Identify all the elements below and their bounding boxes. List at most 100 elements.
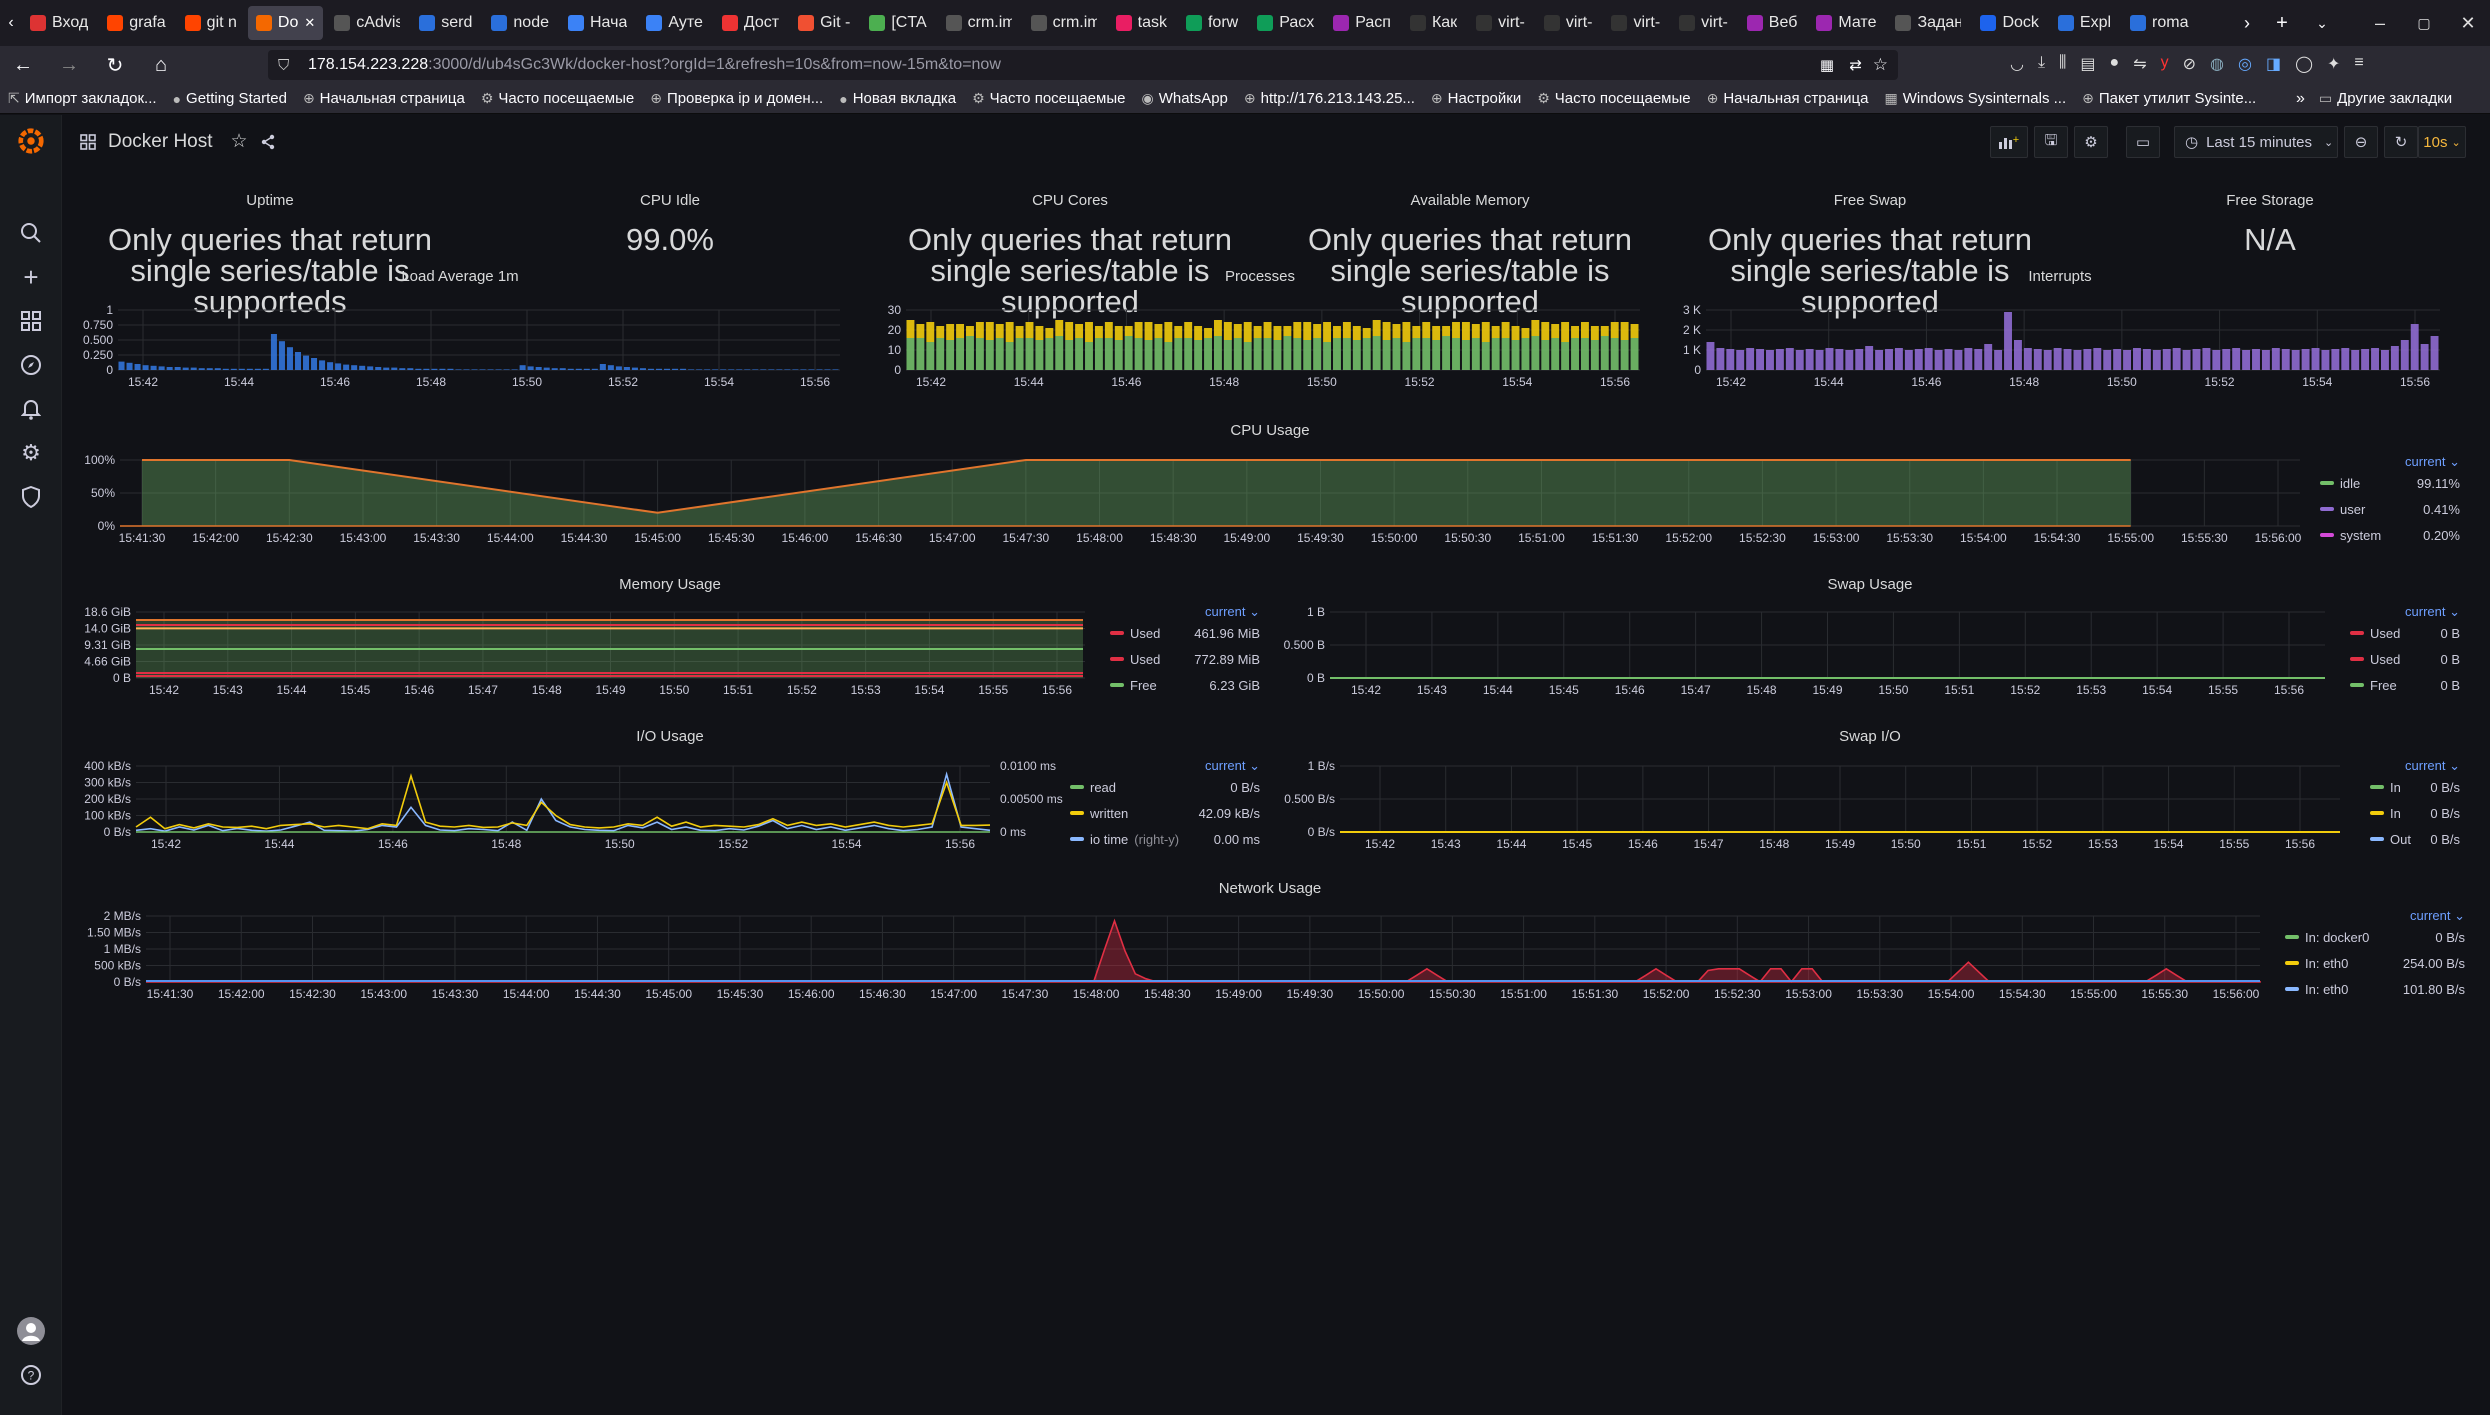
browser-tab[interactable]: Expl bbox=[2050, 6, 2119, 40]
browser-tab[interactable]: Мате bbox=[1808, 6, 1884, 40]
tab-list-icon[interactable]: ⌄ bbox=[2316, 14, 2328, 31]
time-picker-button[interactable]: ◷ Last 15 minutes ⌄ bbox=[2174, 126, 2338, 158]
browser-tab[interactable]: task bbox=[1108, 6, 1175, 40]
qr-icon[interactable]: ▦ bbox=[1819, 57, 1834, 74]
browser-tab[interactable]: Do ✕ bbox=[247, 6, 324, 40]
browser-tab[interactable]: [CTA bbox=[861, 6, 934, 40]
bookmark-item[interactable]: ● Getting Started bbox=[165, 90, 295, 107]
tab-scroll-left-icon[interactable]: ‹ bbox=[8, 14, 14, 31]
interrupts-panel[interactable]: Interrupts 3 K 2 K 1 K 0 15:42 15:44 15:46 15:4… bbox=[1670, 262, 2450, 394]
configuration-gear-icon[interactable]: ⚙ bbox=[21, 440, 41, 465]
legend-item[interactable]: Used 461.96 MiB bbox=[1110, 620, 1260, 646]
browser-tab[interactable]: cAdviso bbox=[326, 6, 408, 40]
legend-item[interactable]: In: eth0 101.80 B/s bbox=[2285, 976, 2465, 1002]
yandex-icon[interactable]: y bbox=[2160, 54, 2169, 71]
dashboard-settings-button[interactable]: ⚙ bbox=[2074, 126, 2108, 158]
download-icon[interactable]: ⤓ bbox=[2037, 54, 2046, 71]
bookmarks-overflow-icon[interactable]: » bbox=[2296, 89, 2305, 107]
stat-panel-free-storage[interactable]: Free Storage N/A bbox=[2070, 186, 2470, 306]
tab-scroll-right-icon[interactable]: › bbox=[2244, 12, 2250, 33]
bookmark-item[interactable]: ⊕ http://176.213.143.25... bbox=[1236, 90, 1423, 107]
legend-header[interactable]: current ⌄ bbox=[1205, 604, 1260, 619]
add-panel-button[interactable]: + bbox=[1990, 126, 2028, 158]
bookmark-item[interactable]: ⊕ Пакет утилит Sysinte... bbox=[2074, 90, 2264, 107]
browser-tab[interactable]: Расх bbox=[1249, 6, 1322, 40]
save-dashboard-button[interactable]: 🖫 bbox=[2034, 126, 2068, 158]
legend-item[interactable]: user 0.41% bbox=[2320, 496, 2460, 522]
legend-item[interactable]: system 0.20% bbox=[2320, 522, 2460, 548]
legend-header[interactable]: current ⌄ bbox=[2405, 758, 2460, 773]
extensions-icon[interactable]: ✦ bbox=[2327, 56, 2341, 73]
refresh-interval-picker[interactable]: 10s ⌄ bbox=[2418, 126, 2466, 158]
legend-item[interactable]: Used 0 B bbox=[2350, 620, 2460, 646]
forward-icon[interactable]: → bbox=[59, 53, 79, 76]
legend-item[interactable]: Out 0 B/s bbox=[2370, 826, 2460, 852]
bookmark-item[interactable]: ⚙ Часто посещаемые bbox=[964, 90, 1133, 107]
io-usage-panel[interactable]: I/O Usage 400 kB/s 300 kB/s 200 kB/s 100 kB… bbox=[70, 722, 1270, 862]
browser-tab[interactable]: crm.ima bbox=[1023, 6, 1105, 40]
stat-panel-cpu-cores[interactable]: CPU Cores Only queries that return single… bbox=[870, 186, 1270, 317]
help-icon[interactable]: ? bbox=[17, 1361, 45, 1389]
other-bookmarks[interactable]: ▭ Другие закладки bbox=[2318, 90, 2453, 107]
pocket-icon[interactable]: ◡ bbox=[2010, 56, 2024, 73]
create-plus-icon[interactable]: + bbox=[23, 261, 39, 292]
legend-header[interactable]: current ⌄ bbox=[2410, 908, 2465, 923]
star-icon[interactable]: ☆ bbox=[230, 131, 248, 152]
browser-tab[interactable]: Задани bbox=[1887, 6, 1969, 40]
browser-tab[interactable]: crm.ima bbox=[938, 6, 1020, 40]
translate-icon[interactable]: ⇄ bbox=[1849, 57, 1862, 74]
server-admin-shield-icon[interactable] bbox=[17, 483, 45, 511]
search-icon[interactable] bbox=[17, 219, 45, 247]
translate-ext-icon[interactable]: ◨ bbox=[2265, 56, 2282, 73]
legend-item[interactable]: idle 99.11% bbox=[2320, 470, 2460, 496]
bookmark-item[interactable]: ⚙ Часто посещаемые bbox=[473, 90, 642, 107]
stat-panel-uptime[interactable]: Uptime Only queries that return single se… bbox=[70, 186, 470, 317]
legend-item[interactable]: Free 0 B bbox=[2350, 672, 2460, 698]
dashboards-icon[interactable] bbox=[17, 307, 45, 335]
bookmark-star-icon[interactable]: ☆ bbox=[1872, 55, 1888, 74]
bookmark-item[interactable]: ● Новая вкладка bbox=[831, 90, 964, 107]
extension-sync-icon[interactable]: ⇋ bbox=[2133, 56, 2147, 73]
bookmark-item[interactable]: ◉ WhatsApp bbox=[1133, 90, 1235, 107]
browser-tab[interactable]: virt- bbox=[1603, 6, 1668, 40]
legend-item[interactable]: Free 6.23 GiB bbox=[1110, 672, 1260, 698]
browser-tab[interactable]: Dock bbox=[1972, 6, 2046, 40]
close-tab-icon[interactable]: ✕ bbox=[304, 15, 316, 30]
bookmark-item[interactable]: ⚙ Часто посещаемые bbox=[1529, 90, 1698, 107]
browser-tab[interactable]: node bbox=[483, 6, 557, 40]
tv-mode-button[interactable]: ▭ bbox=[2126, 126, 2160, 158]
browser-tab[interactable]: grafa bbox=[99, 6, 173, 40]
bookmark-item[interactable]: ⊕ Начальная страница bbox=[1699, 90, 1877, 107]
network-usage-panel[interactable]: Network Usage 2 MB/s 1.50 MB/s 1 MB/s 500 k… bbox=[70, 874, 2470, 1014]
library-icon[interactable]: ⫼ bbox=[2059, 54, 2067, 71]
minimize-icon[interactable]: – bbox=[2374, 12, 2385, 33]
back-icon[interactable]: ← bbox=[13, 53, 33, 76]
legend-header[interactable]: current ⌄ bbox=[2405, 604, 2460, 619]
browser-tab[interactable]: Нача bbox=[560, 6, 635, 40]
browser-tab[interactable]: roma bbox=[2122, 6, 2196, 40]
bookmark-item[interactable]: ⊕ Проверка ip и домен... bbox=[642, 90, 831, 107]
bookmark-item[interactable]: ⊕ Начальная страница bbox=[295, 90, 473, 107]
legend-header[interactable]: current ⌄ bbox=[1205, 758, 1260, 773]
browser-tab[interactable]: git n bbox=[177, 6, 245, 40]
legend-item[interactable]: io time (right-y) 0.00 ms bbox=[1070, 826, 1260, 852]
legend-item[interactable]: Used 0 B bbox=[2350, 646, 2460, 672]
legend-item[interactable]: In: docker0 0 B/s bbox=[2285, 924, 2465, 950]
browser-tab[interactable]: serd bbox=[411, 6, 480, 40]
swap-io-panel[interactable]: Swap I/O 1 B/s 0.500 B/s 0 B/s 15:42 15:43 15… bbox=[1270, 722, 2470, 862]
load-average-panel[interactable]: Load Average 1m 1 0.750 0.500 0.250 0 15:42 15… bbox=[70, 262, 850, 394]
extension-r-icon[interactable]: ● bbox=[2109, 54, 2120, 71]
stat-panel-cpu-idle[interactable]: CPU Idle 99.0% bbox=[470, 186, 870, 306]
share-icon[interactable] bbox=[260, 134, 276, 150]
stat-panel-available-memory[interactable]: Available Memory Only queries that return… bbox=[1270, 186, 1670, 317]
url-bar[interactable]: ⛉ 178.154.223.228:3000/d/ub4sGc3Wk/docke… bbox=[268, 50, 1898, 80]
alerting-bell-icon[interactable] bbox=[17, 395, 45, 423]
legend-item[interactable]: In 0 B/s bbox=[2370, 800, 2460, 826]
stat-panel-free-swap[interactable]: Free Swap Only queries that return single… bbox=[1670, 186, 2070, 317]
reload-icon[interactable]: ↻ bbox=[106, 54, 124, 77]
browser-tab[interactable]: virt- bbox=[1468, 6, 1533, 40]
browser-tab[interactable]: virt- bbox=[1671, 6, 1736, 40]
vpn-icon[interactable]: ⊘ bbox=[2182, 56, 2197, 73]
extension-blue-icon[interactable]: ◎ bbox=[2238, 56, 2252, 73]
legend-item[interactable]: written 42.09 kB/s bbox=[1070, 800, 1260, 826]
